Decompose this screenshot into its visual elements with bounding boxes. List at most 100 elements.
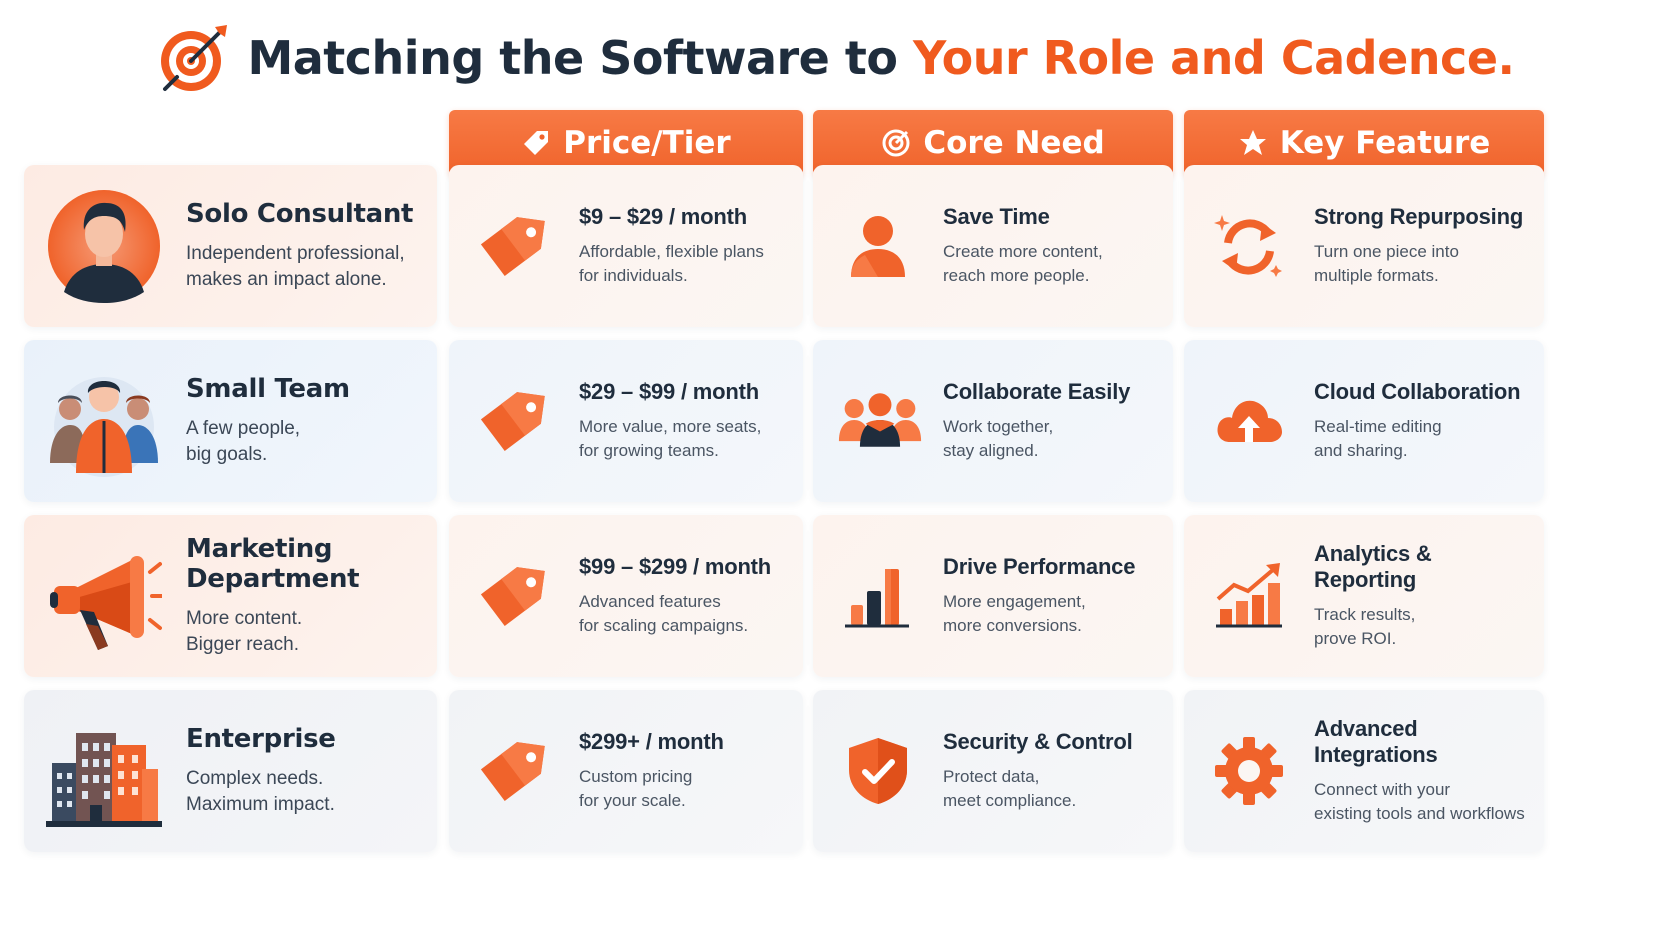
refresh-arrows-icon — [1214, 215, 1282, 277]
title-end: . — [1497, 31, 1515, 85]
desc-line: Work together, — [943, 417, 1054, 436]
feature-desc: Track results, prove ROI. — [1314, 603, 1534, 651]
buildings-icon — [46, 733, 162, 827]
role-desc: Complex needs. Maximum impact. — [186, 766, 425, 818]
desc-line: stay aligned. — [943, 441, 1039, 460]
megaphone-icon — [50, 556, 162, 650]
need-desc: Protect data, meet compliance. — [943, 765, 1163, 813]
role-cell-enterprise: Enterprise Complex needs. Maximum impact. — [24, 690, 437, 852]
role-desc-line: Bigger reach. — [186, 634, 300, 655]
desc-line: more conversions. — [943, 616, 1082, 635]
page-title: Matching the Software to Your Role and C… — [247, 31, 1515, 85]
price-tag-icon — [480, 742, 545, 802]
shield-check-icon — [849, 738, 907, 804]
need-desc: More engagement, more conversions. — [943, 590, 1163, 638]
desc-line: meet compliance. — [943, 791, 1077, 810]
person-icon — [851, 216, 905, 277]
need-desc: Work together, stay aligned. — [943, 415, 1163, 463]
gear-icon — [1215, 737, 1283, 805]
role-desc-line: Independent professional, — [186, 243, 405, 264]
desc-line: Turn one piece into — [1314, 242, 1459, 261]
price-tag-icon — [480, 567, 545, 627]
need-cell-solo: Save Time Create more content, reach more… — [813, 165, 1173, 327]
role-desc-line: A few people, — [186, 418, 301, 439]
cloud-upload-icon — [1217, 400, 1282, 442]
role-desc-line: Complex needs. — [186, 768, 324, 789]
need-cell-team: Collaborate Easily Work together, stay al… — [813, 340, 1173, 502]
role-desc-line: big goals. — [186, 444, 268, 465]
desc-line: Affordable, flexible plans — [579, 242, 764, 261]
feature-text: Strong Repurposing Turn one piece into mu… — [1314, 204, 1534, 288]
price-desc: Custom pricing for your scale. — [579, 765, 793, 813]
desc-line: prove ROI. — [1314, 629, 1397, 648]
desc-line: existing tools and workflows — [1314, 804, 1525, 823]
desc-line: More value, more seats, — [579, 417, 762, 436]
role-desc: A few people, big goals. — [186, 416, 425, 468]
desc-line: for your scale. — [579, 791, 686, 810]
feature-desc: Connect with your existing tools and work… — [1314, 778, 1534, 826]
desc-line: Real-time editing — [1314, 417, 1442, 436]
price-cell-team: $29 – $99 / month More value, more seats… — [449, 340, 803, 502]
desc-line: for scaling campaigns. — [579, 616, 749, 635]
title-main: Matching the Software to — [247, 31, 913, 85]
role-title: Solo Consultant — [186, 199, 414, 229]
price-desc: Affordable, flexible plans for individual… — [579, 240, 793, 288]
desc-line: Protect data, — [943, 767, 1040, 786]
desc-line: Connect with your — [1314, 780, 1451, 799]
need-desc: Create more content, reach more people. — [943, 240, 1163, 288]
role-title: Small Team — [186, 374, 350, 404]
desc-line: for individuals. — [579, 266, 688, 285]
column-label: Key Feature — [1279, 125, 1491, 161]
feature-desc: Real-time editing and sharing. — [1314, 415, 1534, 463]
feature-title: Advanced Integrations — [1314, 716, 1438, 767]
feature-cell-solo: Strong Repurposing Turn one piece into mu… — [1184, 165, 1544, 327]
role-title: Enterprise — [186, 724, 336, 754]
price-tag-icon — [524, 131, 549, 155]
person-avatar-icon — [48, 190, 160, 303]
feature-text: Cloud Collaboration Real-time editing and… — [1314, 379, 1534, 463]
price-cell-marketing: $99 – $299 / month Advanced features for … — [449, 515, 803, 677]
role-text: Solo Consultant Independent professional… — [186, 199, 425, 293]
price-text: $99 – $299 / month Advanced features for … — [579, 554, 793, 638]
feature-cell-enterprise: Advanced Integrations Connect with your e… — [1184, 690, 1544, 852]
role-desc: Independent professional, makes an impact… — [186, 241, 425, 293]
feature-title: Cloud Collaboration — [1314, 379, 1521, 404]
need-cell-enterprise: Security & Control Protect data, meet com… — [813, 690, 1173, 852]
people-group-icon — [838, 393, 922, 447]
target-arrow-icon — [161, 25, 228, 91]
feature-cell-team: Cloud Collaboration Real-time editing and… — [1184, 340, 1544, 502]
title-accent: Your Role and Cadence — [913, 31, 1498, 85]
feature-title: Analytics & Reporting — [1314, 541, 1432, 592]
price-cell-enterprise: $299+ / month Custom pricing for your sca… — [449, 690, 803, 852]
desc-line: Custom pricing — [579, 767, 693, 786]
price-tag-icon — [480, 392, 545, 452]
star-icon — [1239, 130, 1266, 155]
desc-line: Advanced features — [579, 592, 721, 611]
need-text: Security & Control Protect data, meet com… — [943, 729, 1163, 813]
role-text: Small Team A few people, big goals. — [186, 374, 425, 468]
role-text: Marketing Department More content. Bigger… — [186, 534, 425, 658]
role-desc-line: Maximum impact. — [186, 794, 335, 815]
column-label: Price/Tier — [563, 125, 731, 161]
price-title: $299+ / month — [579, 729, 724, 754]
price-title: $9 – $29 / month — [579, 204, 747, 229]
desc-line: Track results, — [1314, 605, 1416, 624]
need-title: Drive Performance — [943, 554, 1136, 579]
desc-line: More engagement, — [943, 592, 1086, 611]
feature-desc: Turn one piece into multiple formats. — [1314, 240, 1534, 288]
price-text: $29 – $99 / month More value, more seats… — [579, 379, 793, 463]
desc-line: multiple formats. — [1314, 266, 1439, 285]
column-label: Core Need — [923, 125, 1105, 161]
price-title: $99 – $299 / month — [579, 554, 772, 579]
price-tag-icon — [480, 217, 545, 277]
role-desc-line: More content. — [186, 608, 303, 629]
desc-line: for growing teams. — [579, 441, 719, 460]
feature-title: Strong Repurposing — [1314, 204, 1524, 229]
need-text: Collaborate Easily Work together, stay al… — [943, 379, 1163, 463]
price-title: $29 – $99 / month — [579, 379, 760, 404]
role-desc-line: makes an impact alone. — [186, 269, 387, 290]
role-title: Marketing Department — [186, 534, 360, 594]
role-cell-marketing: Marketing Department More content. Bigger… — [24, 515, 437, 677]
need-title: Collaborate Easily — [943, 379, 1131, 404]
target-icon — [882, 129, 910, 157]
